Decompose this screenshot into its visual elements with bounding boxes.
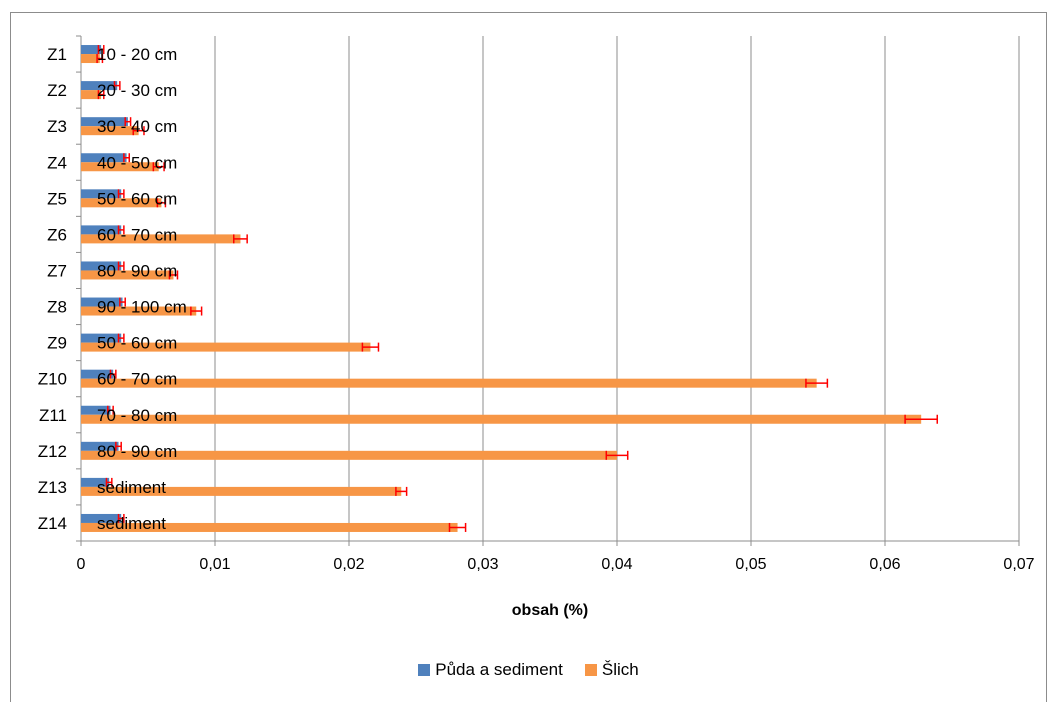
y-category-label: Z5: [47, 189, 67, 208]
bar-slich: [81, 414, 922, 424]
bar-slich: [81, 162, 159, 172]
y-category-label: Z7: [47, 261, 67, 280]
bar-slich: [81, 126, 139, 136]
y-category-label: Z1: [47, 45, 67, 64]
bar-puda-a-sediment: [81, 261, 122, 271]
bar-slich: [81, 306, 197, 316]
x-tick-label: 0: [77, 556, 86, 573]
y-category-label: Z2: [47, 81, 67, 100]
bar-puda-a-sediment: [81, 153, 127, 163]
bar-puda-a-sediment: [81, 225, 122, 235]
bar-data-label: 20 - 30 cm: [97, 81, 177, 100]
x-tick-label: 0,07: [1003, 556, 1034, 573]
bar-slich: [81, 198, 162, 208]
bar-data-label: sediment: [97, 514, 166, 533]
bar-slich: [81, 486, 402, 496]
legend-label-slich: Šlich: [601, 660, 639, 679]
legend-item-puda: Půda a sediment: [418, 660, 563, 680]
y-category-label: Z12: [38, 442, 67, 461]
bar-data-label: 70 - 80 cm: [97, 406, 177, 425]
y-category-label: Z8: [47, 298, 67, 317]
bar-data-label: sediment: [97, 478, 166, 497]
y-category-label: Z9: [47, 334, 67, 353]
x-tick-label: 0,04: [601, 556, 632, 573]
bar-slich: [81, 54, 100, 64]
bar-puda-a-sediment: [81, 333, 122, 343]
legend-item-slich: Šlich: [584, 660, 639, 680]
legend: Půda a sediment Šlich: [0, 660, 1057, 680]
bar-data-label: 40 - 50 cm: [97, 153, 177, 172]
bar-puda-a-sediment: [81, 117, 128, 127]
x-axis-title: obsah (%): [512, 602, 588, 619]
y-category-label: Z11: [39, 406, 67, 425]
bar-puda-a-sediment: [81, 405, 111, 415]
bar-data-label: 60 - 70 cm: [97, 225, 177, 244]
chart-frame: [10, 12, 1047, 702]
bar-puda-a-sediment: [81, 513, 122, 523]
legend-swatch-slich: [584, 664, 597, 676]
bar-puda-a-sediment: [81, 189, 122, 199]
y-category-label: Z4: [47, 153, 67, 172]
x-tick-label: 0,06: [869, 556, 900, 573]
x-tick-label: 0,05: [735, 556, 766, 573]
x-tick-label: 0,02: [333, 556, 364, 573]
bar-puda-a-sediment: [81, 81, 118, 91]
y-category-label: Z3: [47, 117, 67, 136]
bar-puda-a-sediment: [81, 441, 119, 451]
x-tick-label: 0,03: [467, 556, 498, 573]
legend-label-puda: Půda a sediment: [435, 660, 563, 679]
bar-data-label: 50 - 60 cm: [97, 189, 177, 208]
bar-puda-a-sediment: [81, 369, 114, 379]
bar-slich: [81, 522, 458, 532]
y-category-label: Z14: [38, 514, 67, 533]
bar-slich: [81, 270, 174, 280]
bar-data-label: 80 - 90 cm: [97, 261, 177, 280]
bar-data-label: 80 - 90 cm: [97, 442, 177, 461]
bar-data-label: 10 - 20 cm: [97, 45, 177, 64]
y-category-label: Z13: [38, 478, 67, 497]
bar-data-label: 60 - 70 cm: [97, 370, 177, 389]
bar-slich: [81, 378, 817, 388]
bar-puda-a-sediment: [81, 297, 123, 307]
bar-data-label: 90 - 100 cm: [97, 298, 187, 317]
legend-swatch-puda: [418, 664, 431, 676]
y-category-label: Z10: [38, 370, 67, 389]
bar-data-label: 50 - 60 cm: [97, 334, 177, 353]
bar-puda-a-sediment: [81, 45, 102, 55]
bar-puda-a-sediment: [81, 477, 110, 487]
x-tick-label: 0,01: [199, 556, 230, 573]
bar-data-label: 30 - 40 cm: [97, 117, 177, 136]
bar-slich: [81, 234, 241, 244]
y-category-label: Z6: [47, 225, 67, 244]
bar-slich: [81, 90, 102, 100]
bar-slich: [81, 450, 617, 460]
bar-slich: [81, 342, 371, 352]
